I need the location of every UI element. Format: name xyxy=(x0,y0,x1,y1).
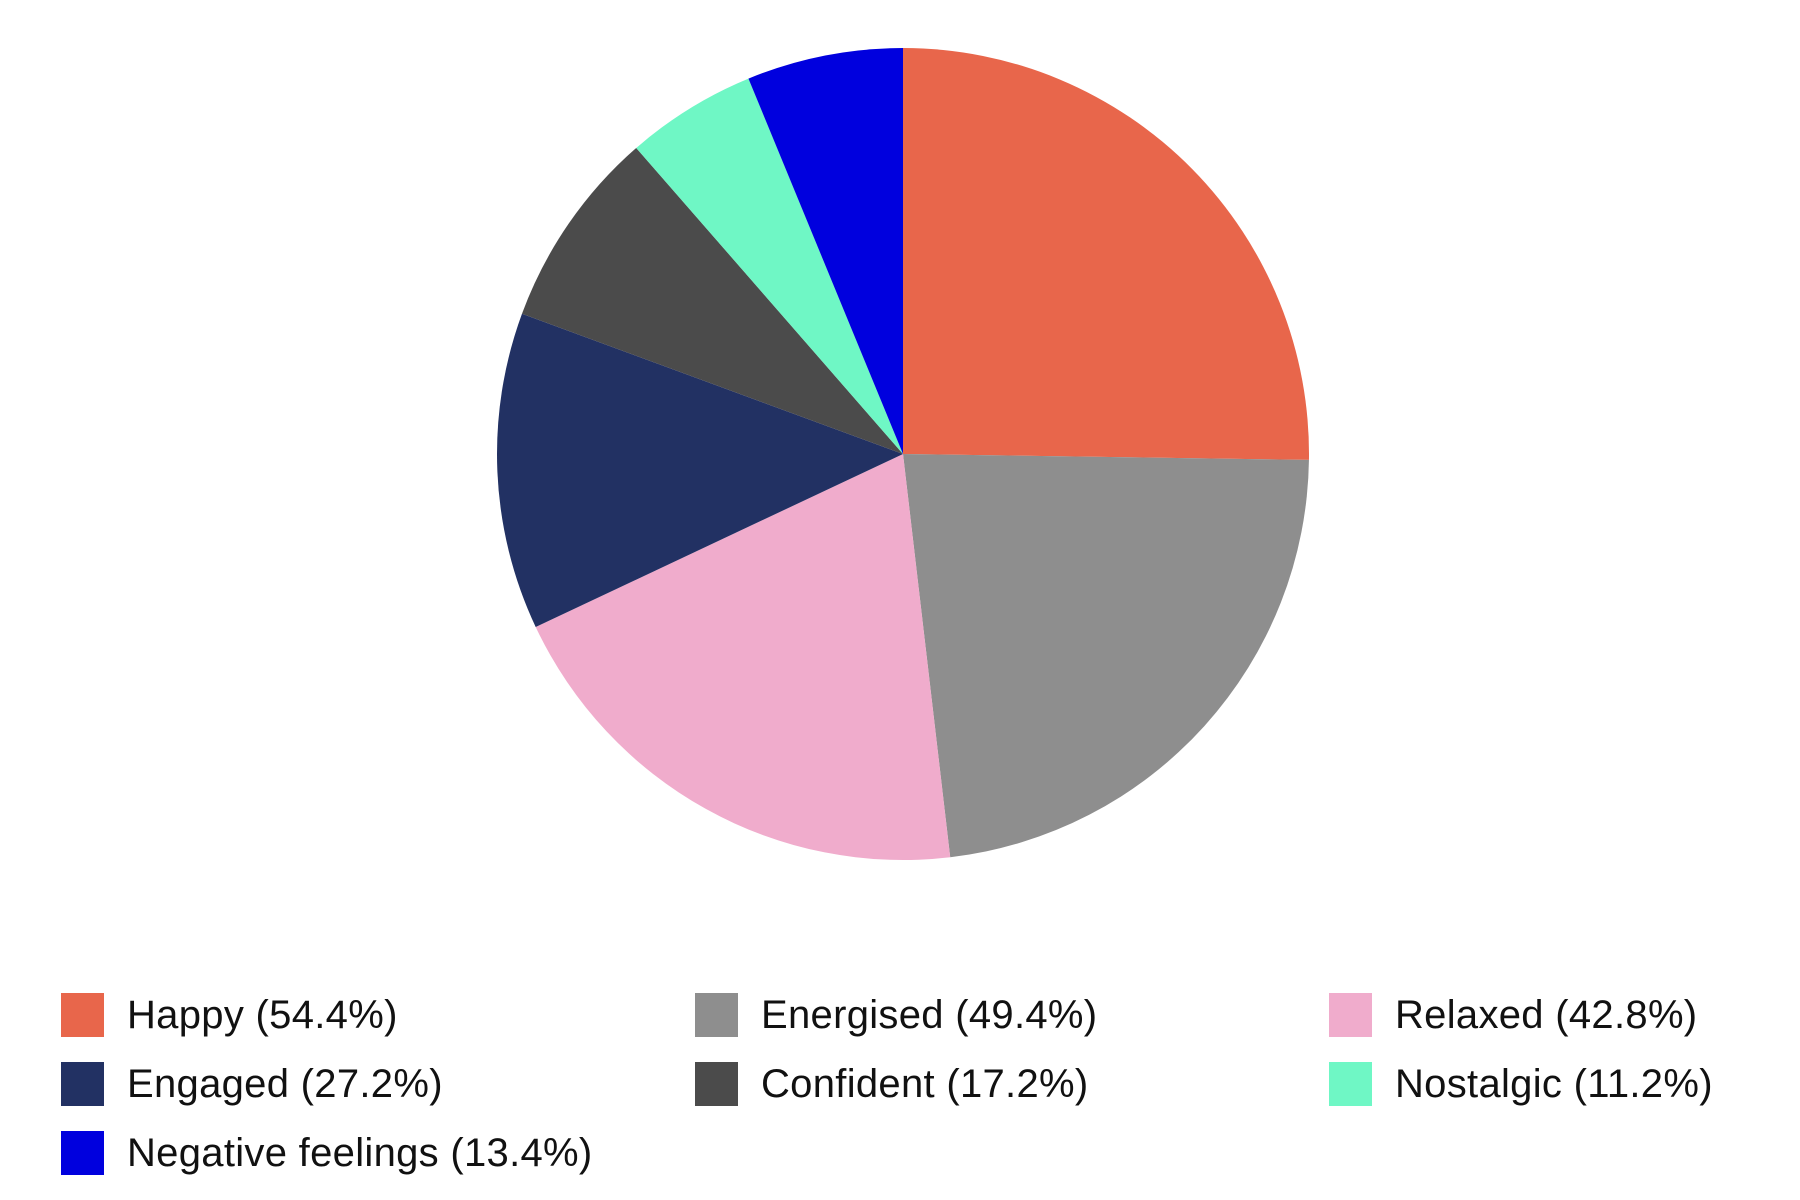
pie-slice-engaged xyxy=(496,313,903,627)
legend-swatch xyxy=(61,1062,104,1106)
legend-item-energised: Energised (49.4%) xyxy=(695,992,1097,1038)
legend-label: Happy (54.4%) xyxy=(127,992,398,1037)
legend-label: Confident (17.2%) xyxy=(761,1061,1089,1106)
legend-swatch xyxy=(1329,1062,1372,1106)
legend-label: Negative feelings (13.4%) xyxy=(127,1130,593,1175)
legend-label: Nostalgic (11.2%) xyxy=(1395,1061,1713,1106)
legend-label: Relaxed (42.8%) xyxy=(1395,992,1698,1037)
legend-item-negative-feelings: Negative feelings (13.4%) xyxy=(61,1130,593,1176)
pie-chart xyxy=(496,48,1309,860)
pie-slice-nostalgic xyxy=(636,78,903,454)
pie-slice-relaxed xyxy=(535,454,951,860)
pie-slice-energised xyxy=(903,454,1309,858)
legend-item-confident: Confident (17.2%) xyxy=(695,1061,1089,1107)
legend-swatch xyxy=(1329,993,1372,1037)
legend-swatch xyxy=(61,993,104,1037)
legend-label: Energised (49.4%) xyxy=(761,992,1098,1037)
legend-item-relaxed: Relaxed (42.8%) xyxy=(1329,992,1697,1038)
legend-item-nostalgic: Nostalgic (11.2%) xyxy=(1329,1061,1713,1107)
pie-slice-negative-feelings xyxy=(748,48,903,454)
legend-swatch xyxy=(61,1131,104,1175)
legend-item-happy: Happy (54.4%) xyxy=(61,992,398,1038)
legend-item-engaged: Engaged (27.2%) xyxy=(61,1061,443,1107)
pie-slice-confident xyxy=(521,147,903,454)
legend-swatch xyxy=(695,1062,738,1106)
legend-label: Engaged (27.2%) xyxy=(127,1061,443,1106)
pie-slice-happy xyxy=(903,48,1309,460)
legend-swatch xyxy=(695,993,738,1037)
